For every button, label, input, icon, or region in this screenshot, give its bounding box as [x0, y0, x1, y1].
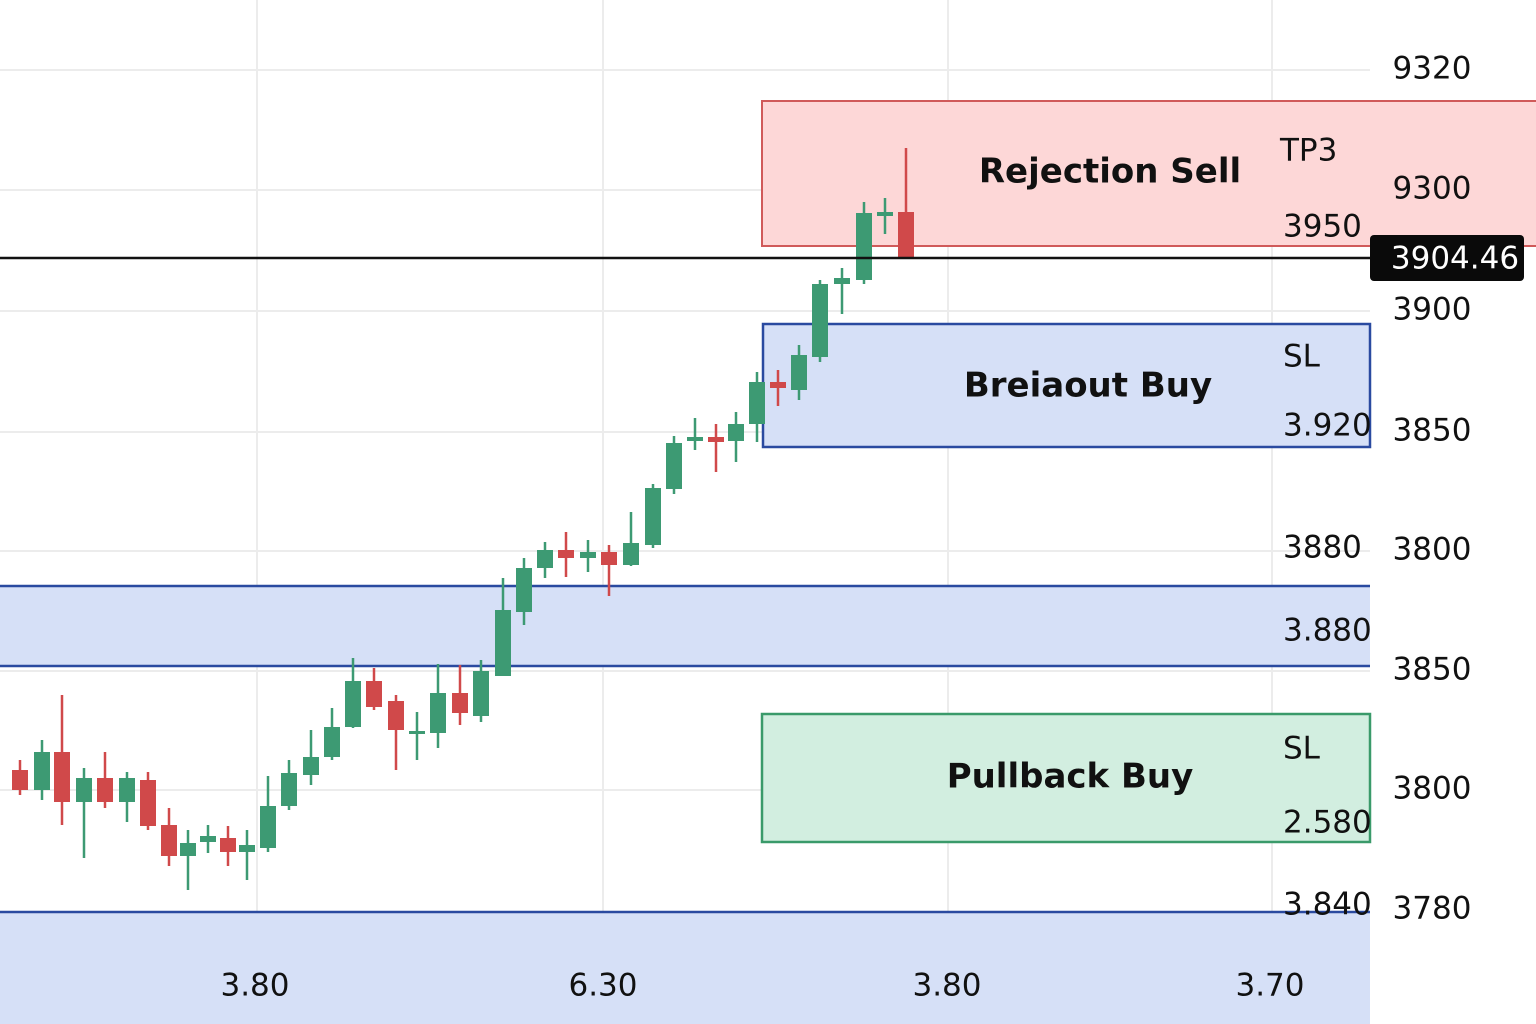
candle-body: [666, 443, 682, 489]
candle-body: [260, 806, 276, 848]
axes: 9320 9300 3900 3850 3800 3850 3800 3780 3.80 6.30…: [220, 51, 1471, 1004]
candle-body: [76, 778, 92, 802]
candle-body: [200, 836, 216, 842]
candle-body: [324, 727, 340, 757]
pullback-buy-zone: [760, 712, 1372, 844]
y-tick-label: 9300: [1393, 171, 1472, 207]
candle-body: [687, 437, 703, 441]
y-tick-label: 9320: [1393, 51, 1472, 87]
candle-body: [281, 773, 297, 806]
y-tick-label: 3800: [1393, 771, 1472, 807]
candle-body: [54, 752, 70, 802]
candle-body: [180, 843, 196, 856]
zone-tag: TP3: [1279, 133, 1337, 169]
candle-body: [473, 671, 489, 716]
candle-body: [728, 424, 744, 441]
zone-tag: SL: [1283, 731, 1321, 767]
candle-body: [856, 213, 872, 280]
candle-body: [12, 770, 28, 790]
zone-level: 3950: [1283, 209, 1362, 245]
rejection-sell-zone: [761, 100, 1536, 247]
candle-body: [898, 212, 914, 258]
candle-body: [220, 838, 236, 852]
candle-body: [495, 610, 511, 676]
price-tag-text: 3904.46: [1391, 241, 1519, 277]
x-tick-label: 3.70: [1235, 968, 1304, 1004]
candle-body: [516, 568, 532, 612]
candle-body: [452, 693, 468, 713]
candle-body: [303, 757, 319, 775]
candle-body: [140, 780, 156, 826]
candle-body: [834, 278, 850, 284]
candle-body: [580, 552, 596, 558]
y-tick-label: 3900: [1393, 292, 1472, 328]
candle-body: [388, 701, 404, 730]
zone-level: 3.840: [1283, 887, 1372, 923]
x-tick-label: 3.80: [912, 968, 981, 1004]
candle-body: [239, 845, 255, 852]
candle-body: [601, 552, 617, 565]
zone-label: Breiaout Buy: [964, 366, 1212, 406]
zone-label: Rejection Sell: [979, 152, 1241, 192]
candle-body: [119, 778, 135, 802]
candle-body: [791, 355, 807, 390]
candle-body: [770, 382, 786, 388]
zone-level: 3.880: [1283, 613, 1372, 649]
y-tick-label: 3850: [1393, 652, 1472, 688]
candles: [12, 148, 914, 890]
support-band: [0, 586, 1370, 666]
candle-body: [409, 731, 425, 734]
candle-body: [161, 825, 177, 856]
candle-body: [623, 543, 639, 565]
zone-level: 2.580: [1283, 805, 1372, 841]
y-tick-label: 3800: [1393, 532, 1472, 568]
zone-level: 3880: [1283, 530, 1362, 566]
y-tick-label: 3780: [1393, 891, 1472, 927]
candle-body: [708, 437, 724, 442]
candle-body: [558, 550, 574, 558]
candle-body: [430, 693, 446, 733]
price-tag: [1370, 235, 1524, 281]
x-tick-label: 3.80: [220, 968, 289, 1004]
candle-body: [366, 681, 382, 707]
candle-body: [749, 382, 765, 424]
zone-label: Pullback Buy: [947, 757, 1194, 797]
zone-level: 3.920: [1283, 408, 1372, 444]
lower-band: [0, 912, 1370, 1024]
y-tick-label: 3850: [1393, 413, 1472, 449]
candle-body: [97, 778, 113, 802]
candle-body: [345, 681, 361, 727]
candle-body: [34, 752, 50, 790]
candle-body: [645, 488, 661, 545]
candle-body: [877, 212, 893, 216]
candle-body: [537, 550, 553, 568]
zone-tag: SL: [1283, 339, 1321, 375]
candle-body: [812, 284, 828, 357]
x-tick-label: 6.30: [568, 968, 637, 1004]
